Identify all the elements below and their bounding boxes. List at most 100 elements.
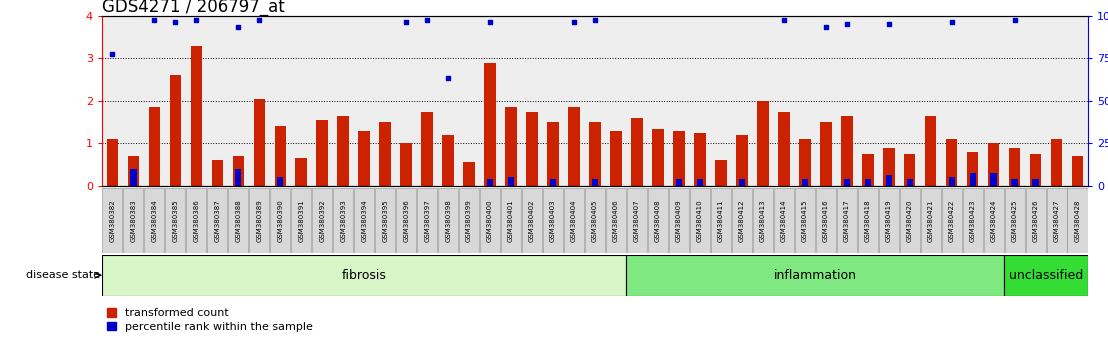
Bar xyxy=(731,16,752,186)
Text: fibrosis: fibrosis xyxy=(341,269,387,282)
Bar xyxy=(212,160,223,186)
Bar xyxy=(1047,188,1067,253)
Bar xyxy=(1033,179,1039,186)
Bar xyxy=(207,188,227,253)
Bar xyxy=(277,177,284,186)
Text: GSM380428: GSM380428 xyxy=(1075,199,1080,242)
Bar xyxy=(148,107,161,186)
Text: GSM380425: GSM380425 xyxy=(1012,199,1017,241)
Bar xyxy=(983,16,1004,186)
Bar xyxy=(592,179,598,186)
Bar xyxy=(689,16,710,186)
Bar xyxy=(864,179,871,186)
Bar xyxy=(296,158,307,186)
Bar xyxy=(334,188,353,253)
Bar xyxy=(1025,16,1046,186)
Bar xyxy=(417,16,438,186)
Bar xyxy=(480,16,501,186)
Bar xyxy=(550,179,556,186)
Bar xyxy=(669,188,689,253)
Bar xyxy=(858,16,879,186)
Bar xyxy=(375,16,396,186)
Bar xyxy=(837,188,856,253)
Point xyxy=(481,19,499,25)
Bar xyxy=(355,188,375,253)
Bar xyxy=(815,16,837,186)
Bar xyxy=(505,107,516,186)
Bar xyxy=(904,154,915,186)
Text: GSM380387: GSM380387 xyxy=(214,199,220,242)
Text: GSM380427: GSM380427 xyxy=(1054,199,1059,242)
Text: disease state: disease state xyxy=(25,270,100,280)
Bar xyxy=(480,188,500,253)
Text: GSM380390: GSM380390 xyxy=(277,199,284,242)
Point xyxy=(229,24,247,29)
Bar xyxy=(228,16,249,186)
Text: GSM380382: GSM380382 xyxy=(110,199,115,242)
Bar xyxy=(626,255,1004,296)
Bar xyxy=(170,75,181,186)
Bar xyxy=(879,16,900,186)
Point xyxy=(817,24,834,29)
Bar xyxy=(710,16,731,186)
Bar xyxy=(962,16,983,186)
Bar xyxy=(417,188,438,253)
Point xyxy=(565,19,583,25)
Text: GSM380421: GSM380421 xyxy=(927,199,934,242)
Bar xyxy=(123,188,143,253)
Bar xyxy=(269,16,290,186)
Bar xyxy=(757,101,769,186)
Bar xyxy=(379,122,391,186)
Bar xyxy=(233,156,244,186)
Bar xyxy=(820,122,832,186)
Text: GSM380426: GSM380426 xyxy=(1033,199,1038,242)
Bar xyxy=(131,169,136,186)
Bar xyxy=(715,160,727,186)
Bar xyxy=(611,131,622,186)
Bar xyxy=(186,16,207,186)
Bar xyxy=(501,16,522,186)
Bar xyxy=(396,16,417,186)
Bar xyxy=(1050,139,1063,186)
Point xyxy=(103,51,121,57)
Bar xyxy=(459,16,480,186)
Text: GDS4271 / 206797_at: GDS4271 / 206797_at xyxy=(102,0,285,16)
Text: GSM380417: GSM380417 xyxy=(844,199,850,242)
Point xyxy=(250,17,268,23)
Bar xyxy=(486,179,493,186)
Bar xyxy=(731,188,752,253)
Bar xyxy=(773,16,794,186)
Bar xyxy=(970,173,976,186)
Bar xyxy=(1071,156,1084,186)
Point xyxy=(439,75,456,80)
Text: GSM380398: GSM380398 xyxy=(445,199,451,242)
Bar xyxy=(697,179,704,186)
Bar xyxy=(736,135,748,186)
Bar xyxy=(739,179,745,186)
Bar xyxy=(885,175,892,186)
Point xyxy=(880,22,897,27)
Text: GSM380389: GSM380389 xyxy=(256,199,263,242)
Bar xyxy=(647,16,668,186)
Bar xyxy=(165,16,186,186)
Bar xyxy=(106,139,119,186)
Bar xyxy=(942,188,962,253)
Text: GSM380410: GSM380410 xyxy=(697,199,702,242)
Bar xyxy=(102,16,123,186)
Bar xyxy=(547,122,558,186)
Bar xyxy=(900,188,920,253)
Bar xyxy=(991,173,997,186)
Bar xyxy=(317,120,328,186)
Bar xyxy=(290,16,311,186)
Text: GSM380395: GSM380395 xyxy=(382,199,388,242)
Bar xyxy=(1067,188,1088,253)
Text: GSM380420: GSM380420 xyxy=(906,199,913,242)
Bar xyxy=(332,16,353,186)
Bar xyxy=(1046,16,1067,186)
Text: GSM380422: GSM380422 xyxy=(948,199,955,241)
Bar xyxy=(941,16,962,186)
Bar xyxy=(963,188,983,253)
Point xyxy=(1006,17,1024,23)
Bar xyxy=(668,16,689,186)
Bar xyxy=(752,188,773,253)
